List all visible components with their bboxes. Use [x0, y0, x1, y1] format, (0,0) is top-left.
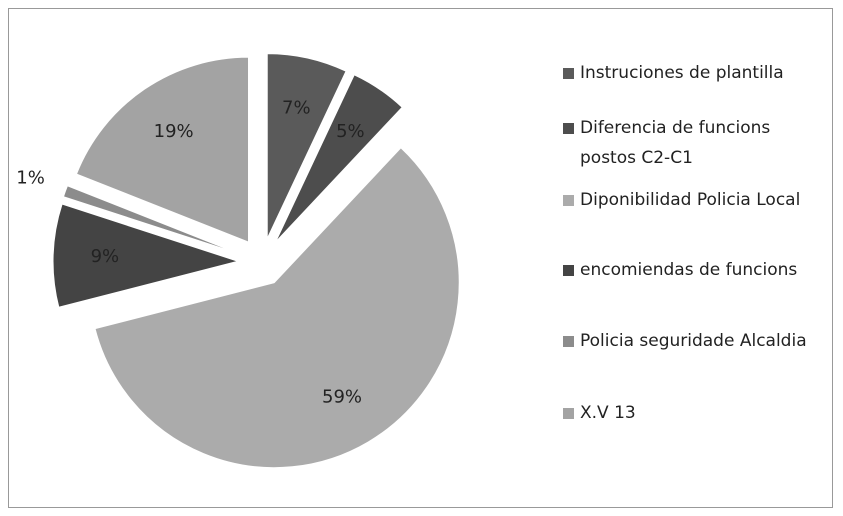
legend-swatch	[563, 123, 574, 134]
legend-entry: Diferencia de funcions postos C2-C1	[563, 113, 828, 173]
legend-label: Diferencia de funcions postos C2-C1	[580, 118, 771, 168]
legend-entry: encomiendas de funcions	[563, 255, 828, 285]
legend-entry: Instruciones de plantilla	[563, 58, 828, 88]
pie-slice	[275, 74, 403, 243]
legend-entry: X.V 13	[563, 398, 828, 428]
pie-slice	[266, 53, 347, 239]
legend-label: Policia seguridade Alcaldia	[580, 331, 807, 351]
data-label: 5%	[336, 121, 365, 142]
pie-slice	[52, 203, 240, 308]
chart-frame	[8, 8, 833, 508]
legend-label: X.V 13	[580, 403, 636, 423]
legend-label: Diponibilidad Policia Local	[580, 190, 801, 210]
legend-swatch	[563, 265, 574, 276]
legend-label: encomiendas de funcions	[580, 260, 798, 280]
legend-swatch	[563, 336, 574, 347]
data-label: 1%	[16, 168, 45, 189]
legend-swatch	[563, 68, 574, 79]
pie-slice	[75, 56, 250, 243]
legend-swatch	[563, 408, 574, 419]
legend-entry: Diponibilidad Policia Local	[563, 185, 828, 215]
legend-label: Instruciones de plantilla	[580, 63, 784, 83]
data-label: 9%	[91, 246, 120, 267]
pie-slice	[94, 147, 460, 469]
data-label: 19%	[154, 121, 194, 142]
data-label: 59%	[322, 386, 362, 407]
legend-swatch	[563, 195, 574, 206]
data-label: 7%	[282, 98, 311, 119]
legend-entry: Policia seguridade Alcaldia	[563, 326, 828, 356]
pie-slice	[62, 185, 240, 255]
